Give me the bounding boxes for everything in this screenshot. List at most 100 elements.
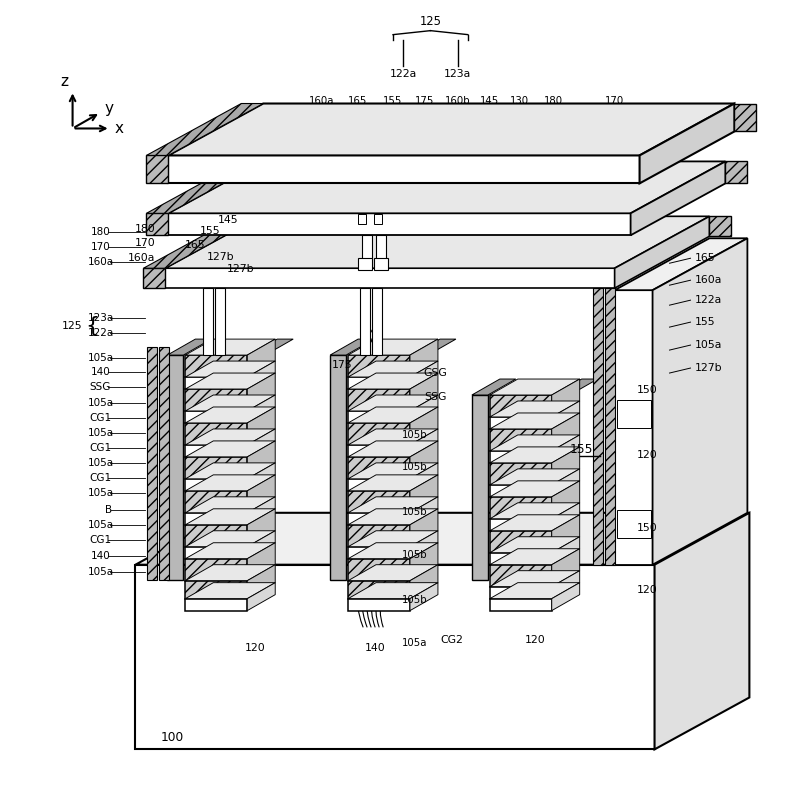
- Polygon shape: [348, 479, 410, 491]
- Text: 140: 140: [90, 367, 110, 377]
- Polygon shape: [348, 361, 438, 377]
- Polygon shape: [348, 395, 438, 411]
- Text: 105b: 105b: [402, 462, 428, 472]
- Polygon shape: [554, 395, 570, 580]
- Polygon shape: [247, 543, 275, 581]
- Text: 160b: 160b: [445, 96, 470, 105]
- Polygon shape: [186, 361, 275, 377]
- Text: 155: 155: [570, 444, 594, 456]
- Text: 105a: 105a: [87, 398, 114, 408]
- Polygon shape: [186, 389, 247, 411]
- Bar: [374, 258, 388, 270]
- Text: GSG: GSG: [423, 368, 447, 378]
- Polygon shape: [186, 512, 247, 525]
- Polygon shape: [247, 373, 275, 411]
- Polygon shape: [348, 543, 438, 558]
- Polygon shape: [614, 216, 710, 288]
- Polygon shape: [410, 339, 438, 377]
- Text: 170: 170: [90, 242, 110, 253]
- Polygon shape: [166, 268, 614, 288]
- Polygon shape: [630, 162, 726, 235]
- Polygon shape: [490, 451, 552, 463]
- Bar: [215, 288, 226, 355]
- Text: 180: 180: [134, 224, 155, 234]
- Polygon shape: [490, 587, 552, 599]
- Text: 105a: 105a: [87, 353, 114, 363]
- Text: 127b: 127b: [226, 265, 254, 274]
- Text: B: B: [105, 505, 112, 515]
- Text: 180: 180: [90, 227, 110, 238]
- Text: 105b: 105b: [402, 430, 428, 440]
- Polygon shape: [330, 339, 374, 355]
- Polygon shape: [186, 445, 247, 457]
- Bar: [372, 288, 382, 355]
- Text: 122a: 122a: [390, 69, 417, 78]
- Polygon shape: [169, 213, 630, 235]
- Polygon shape: [654, 512, 750, 749]
- Polygon shape: [247, 583, 275, 611]
- Text: 105a: 105a: [694, 340, 722, 350]
- Polygon shape: [330, 355, 346, 580]
- Polygon shape: [348, 423, 410, 445]
- Polygon shape: [186, 457, 247, 479]
- Polygon shape: [490, 565, 552, 587]
- Polygon shape: [167, 355, 183, 580]
- Polygon shape: [348, 377, 410, 389]
- Text: 105b: 105b: [402, 507, 428, 517]
- Polygon shape: [490, 515, 580, 531]
- Text: CG1: CG1: [90, 413, 111, 423]
- Polygon shape: [552, 401, 580, 429]
- Text: 155: 155: [383, 96, 402, 105]
- Polygon shape: [186, 508, 275, 525]
- Text: y: y: [104, 101, 113, 116]
- Text: 100: 100: [161, 731, 184, 744]
- Polygon shape: [186, 531, 275, 546]
- Polygon shape: [490, 583, 580, 599]
- Polygon shape: [186, 491, 247, 512]
- Text: 105a: 105a: [87, 520, 114, 530]
- Polygon shape: [167, 339, 211, 355]
- Polygon shape: [348, 411, 410, 423]
- Polygon shape: [348, 583, 438, 599]
- Text: z: z: [61, 74, 69, 89]
- Polygon shape: [135, 512, 750, 565]
- Polygon shape: [614, 238, 747, 290]
- Polygon shape: [247, 361, 275, 389]
- Polygon shape: [186, 339, 275, 355]
- Polygon shape: [247, 395, 275, 423]
- Text: {: {: [86, 316, 100, 336]
- Bar: [617, 510, 650, 538]
- Text: 120: 120: [637, 584, 658, 595]
- Polygon shape: [410, 543, 438, 581]
- Polygon shape: [247, 339, 275, 377]
- Polygon shape: [552, 515, 580, 553]
- Polygon shape: [348, 429, 438, 445]
- Bar: [146, 213, 169, 235]
- Text: CG1: CG1: [90, 535, 111, 545]
- Polygon shape: [410, 565, 438, 599]
- Polygon shape: [490, 429, 552, 451]
- Polygon shape: [146, 104, 263, 155]
- Text: 105b: 105b: [402, 550, 428, 560]
- Polygon shape: [552, 413, 580, 451]
- Polygon shape: [490, 537, 580, 553]
- Polygon shape: [143, 216, 260, 268]
- Polygon shape: [186, 546, 247, 558]
- Polygon shape: [412, 355, 428, 580]
- Polygon shape: [348, 457, 410, 479]
- Polygon shape: [247, 565, 275, 599]
- Polygon shape: [186, 497, 275, 512]
- Text: 160a: 160a: [87, 257, 114, 267]
- Polygon shape: [490, 447, 580, 463]
- Polygon shape: [186, 411, 247, 423]
- Bar: [360, 288, 370, 355]
- Bar: [605, 288, 614, 565]
- Polygon shape: [348, 581, 410, 599]
- Text: x: x: [115, 121, 124, 136]
- Text: 170: 170: [605, 96, 624, 105]
- Text: 105a: 105a: [87, 458, 114, 468]
- Bar: [376, 235, 386, 268]
- Text: 160a: 160a: [694, 275, 722, 285]
- Polygon shape: [472, 379, 516, 395]
- Bar: [203, 288, 214, 355]
